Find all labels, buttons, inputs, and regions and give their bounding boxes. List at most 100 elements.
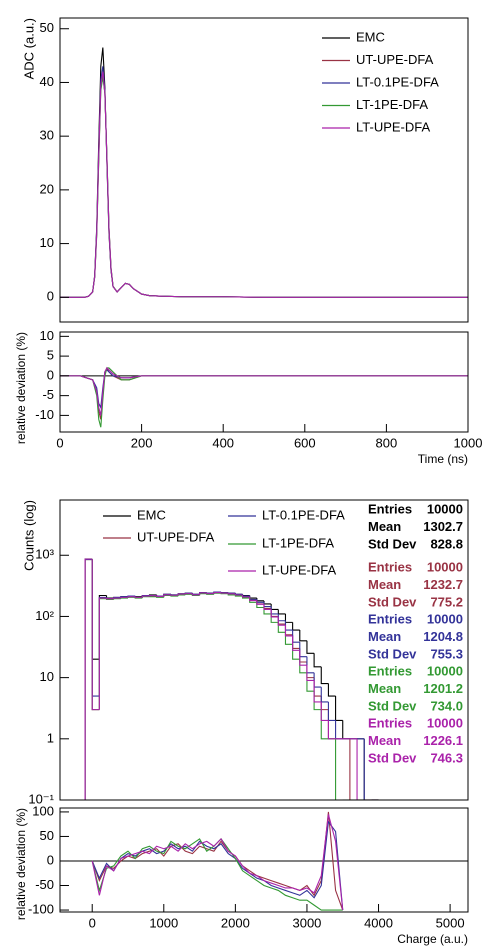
histogram-bin xyxy=(84,558,93,800)
histogram-bin xyxy=(256,598,264,602)
x-tick-label: 400 xyxy=(212,435,234,450)
histogram-bin xyxy=(363,738,372,800)
histogram-bin xyxy=(213,592,222,595)
stats-label: Entries xyxy=(368,715,412,730)
stats-value: 1232.7 xyxy=(423,577,463,592)
x-tick-label: 4000 xyxy=(364,915,393,930)
y-tick-label: 30 xyxy=(40,128,54,143)
histogram-bin xyxy=(156,595,164,598)
x-tick-label: 0 xyxy=(56,435,63,450)
y-tick-label: 0 xyxy=(47,367,54,382)
histogram-bin xyxy=(213,591,222,594)
histogram-bin xyxy=(306,672,315,692)
histogram-bin xyxy=(313,672,322,688)
histogram-bin xyxy=(84,559,93,800)
stats-label: Entries xyxy=(368,663,412,678)
y-tick-label: -100 xyxy=(28,901,54,916)
histogram-bin xyxy=(342,720,350,740)
histogram-bin xyxy=(120,596,128,599)
y-tick-label: 10 xyxy=(40,235,54,250)
histogram-bin xyxy=(270,606,279,615)
histogram-bin xyxy=(299,659,307,674)
histogram-bin xyxy=(105,598,114,600)
stats-label: Mean xyxy=(368,577,401,592)
histogram-bin xyxy=(199,593,207,596)
histogram-bin xyxy=(91,559,100,711)
plot-area xyxy=(60,811,468,911)
stats-label: Std Dev xyxy=(368,536,417,551)
legend-label: LT-UPE-DFA xyxy=(356,119,430,134)
histogram-bin xyxy=(227,592,236,594)
x-tick-label: 5000 xyxy=(436,915,465,930)
histogram-bin xyxy=(327,683,336,697)
stats-label: Mean xyxy=(368,681,401,696)
histogram-bin xyxy=(270,609,279,618)
histogram-bin xyxy=(127,596,136,598)
histogram-bin xyxy=(327,709,336,740)
legend-label: LT-UPE-DFA xyxy=(262,562,336,577)
histogram-bin xyxy=(356,738,365,800)
y-tick-label: 100 xyxy=(32,803,54,818)
legend-label: EMC xyxy=(356,29,385,44)
histogram-bin xyxy=(256,600,264,605)
histogram-bin xyxy=(191,593,200,595)
legend-label: LT-0.1PE-DFA xyxy=(356,74,439,89)
y-tick-label: 10 xyxy=(40,669,54,684)
histogram-bin xyxy=(98,594,107,660)
series-line xyxy=(60,367,468,416)
y-tick-label: 10³ xyxy=(35,547,54,562)
y-tick-label: 0 xyxy=(47,289,54,304)
histogram-bin xyxy=(234,593,243,595)
histogram-bin xyxy=(105,595,114,599)
histogram-bin xyxy=(306,656,315,674)
histogram-bin xyxy=(184,593,193,595)
y-axis-label: Counts (log) xyxy=(21,500,36,571)
y-axis-label: relative deviation (%) xyxy=(14,808,28,920)
histogram-bin xyxy=(91,559,100,711)
histogram-bin xyxy=(98,598,107,710)
stats-value: 1204.8 xyxy=(423,629,463,644)
histogram-bin xyxy=(292,622,300,631)
histogram-bin xyxy=(320,709,329,740)
series-line xyxy=(60,367,468,428)
stats-value: 1201.2 xyxy=(423,681,463,696)
histogram-bin xyxy=(277,616,286,626)
histogram-bin xyxy=(141,596,150,599)
histogram-bin xyxy=(191,593,200,596)
histogram-bin xyxy=(335,738,343,800)
histogram-bin xyxy=(220,592,229,594)
histogram-bin xyxy=(249,595,257,599)
histogram-bin xyxy=(98,596,107,697)
histogram-bin xyxy=(163,594,171,598)
histogram-bin xyxy=(327,701,336,721)
x-tick-label: 2000 xyxy=(221,915,250,930)
plot-frame xyxy=(59,499,469,801)
histogram-bin xyxy=(84,558,93,800)
x-tick-label: 3000 xyxy=(292,915,321,930)
stats-value: 10000 xyxy=(427,501,463,516)
y-tick-label: -5 xyxy=(42,387,54,402)
x-tick-label: 200 xyxy=(131,435,153,450)
histogram-bin xyxy=(206,592,214,595)
histogram-bin xyxy=(292,635,300,651)
legend-label: UT-UPE-DFA xyxy=(356,52,434,67)
series-line xyxy=(91,838,343,911)
histogram-bin xyxy=(127,596,136,599)
histogram-bin xyxy=(299,650,307,666)
stats-label: Std Dev xyxy=(368,594,417,609)
histogram-bin xyxy=(306,662,315,679)
y-tick-label: -50 xyxy=(35,877,54,892)
histogram-bin xyxy=(141,595,150,598)
plot-area xyxy=(60,366,468,428)
histogram-bin xyxy=(263,600,272,605)
histogram-bin xyxy=(299,642,307,658)
plot-area xyxy=(84,558,379,800)
histogram-bin xyxy=(284,613,293,623)
histogram-bin xyxy=(256,602,264,609)
histogram-bin xyxy=(263,604,272,611)
histogram-bin xyxy=(320,666,329,685)
x-tick-label: 0 xyxy=(89,915,96,930)
stats-label: Mean xyxy=(368,733,401,748)
stats-value: 755.3 xyxy=(430,646,463,661)
histogram-bin xyxy=(320,701,329,721)
